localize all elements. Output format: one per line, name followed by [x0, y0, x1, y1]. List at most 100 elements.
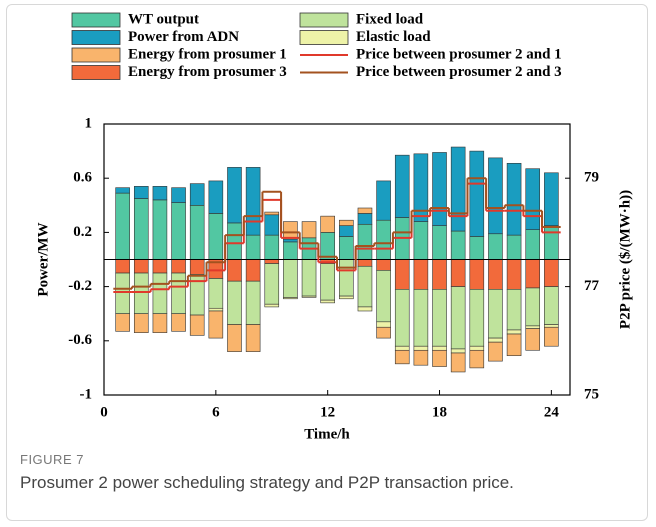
bar-segment — [413, 259, 429, 290]
bar-segment — [264, 263, 280, 305]
bar-segment — [227, 167, 242, 224]
bar-segment — [544, 326, 559, 347]
bar-segment — [171, 313, 186, 332]
legend-label: Price between prosumer 2 and 1 — [356, 46, 562, 62]
bar-segment — [525, 259, 541, 289]
bar-segment — [115, 313, 130, 332]
bar-segment — [469, 345, 485, 351]
bar-segment — [264, 259, 280, 264]
bar-segment — [525, 287, 541, 327]
plot-frame — [103, 123, 571, 396]
bar-segment — [488, 157, 503, 235]
bar-segment — [413, 345, 429, 351]
bar-segment — [283, 221, 298, 240]
bar-segment — [171, 187, 186, 203]
bar-segment — [469, 150, 485, 237]
bar-segment — [357, 213, 373, 225]
x-tick-label: 12 — [320, 404, 335, 420]
bar-segment — [283, 297, 298, 300]
bar-segment — [450, 348, 466, 354]
bar-segment — [506, 289, 522, 331]
bar-segment — [339, 236, 354, 260]
legend-label: Fixed load — [356, 11, 424, 27]
bar-segment — [488, 341, 503, 362]
bar-segment — [189, 205, 205, 260]
bar-segment — [115, 272, 130, 314]
bar-segment — [245, 259, 261, 282]
bar-segment — [133, 259, 149, 274]
bar-segment — [488, 289, 503, 339]
bar-segment — [301, 221, 317, 239]
y-axis-label: Power/MW — [35, 222, 51, 296]
bar-segment — [171, 259, 186, 274]
bar-segment — [301, 295, 317, 298]
bar-segment — [525, 168, 541, 230]
legend-swatch — [71, 65, 121, 80]
bar-segment — [208, 278, 224, 309]
y2-tick-label: 77 — [584, 278, 600, 294]
x-tick-label: 24 — [544, 404, 560, 420]
bar-segment — [301, 259, 317, 297]
bar-segment — [264, 214, 280, 236]
bar-segment — [189, 314, 205, 336]
y-tick-label: 0.6 — [73, 170, 92, 186]
bar-segment — [357, 306, 373, 312]
bar-segment — [264, 234, 280, 260]
bar-segment — [450, 230, 466, 260]
bar-segment — [208, 213, 224, 260]
y-tick-label: -0.2 — [68, 278, 92, 294]
bar-segment — [469, 289, 485, 347]
bar-segment — [376, 326, 391, 339]
bar-segment — [450, 259, 466, 287]
bar-segment — [208, 180, 224, 214]
legend-swatch — [71, 47, 121, 63]
bar-segment — [115, 187, 130, 194]
legend-swatch — [71, 12, 121, 28]
bar-segment — [413, 153, 429, 222]
bar-segment — [488, 259, 503, 290]
bar-segment — [227, 259, 242, 282]
y-tick-label: 1 — [85, 115, 93, 131]
bar-segment — [283, 238, 298, 243]
bar-segment — [189, 183, 205, 206]
bar-segment — [264, 303, 280, 308]
y-tick-label: 0.2 — [73, 224, 92, 240]
bar-segment — [525, 325, 541, 329]
legend-label: WT output — [128, 11, 199, 27]
bar-segment — [450, 286, 466, 350]
bar-segment — [394, 154, 410, 218]
legend-label: Energy from prosumer 1 — [128, 46, 287, 62]
bar-segment — [450, 146, 466, 232]
bar-segment — [506, 259, 522, 290]
y-tick-label: -1 — [80, 386, 93, 402]
bar-segment — [339, 259, 354, 297]
bar-segment — [544, 172, 559, 226]
bar-segment — [357, 265, 373, 308]
bar-segment — [227, 222, 242, 260]
bar-segment — [245, 324, 261, 352]
bar-segment — [394, 259, 410, 290]
bar-segment — [544, 286, 559, 325]
legend-label: Price between prosumer 2 and 3 — [356, 64, 562, 80]
bar-segment — [320, 232, 335, 260]
bar-segment — [320, 215, 335, 233]
bar-segment — [339, 295, 354, 300]
legend-swatch — [299, 12, 349, 28]
bar-segment — [394, 349, 410, 365]
bar-segment — [189, 259, 205, 275]
bar-segment — [133, 272, 149, 314]
y2-axis-label: P2P price ($/(MW·h)) — [617, 190, 633, 329]
caption-label: FIGURE 7 — [20, 452, 84, 467]
bar-segment — [432, 152, 447, 226]
bar-segment — [283, 259, 298, 298]
bar-segment — [227, 280, 242, 325]
bar-segment — [506, 234, 522, 260]
bar-segment — [264, 211, 280, 216]
bar-segment — [320, 263, 335, 301]
bar-segment — [133, 313, 149, 333]
bar-segment — [376, 219, 391, 260]
bar-segment — [469, 259, 485, 290]
bar-segment — [488, 337, 503, 343]
bar-segment — [432, 345, 447, 351]
bar-segment — [339, 225, 354, 237]
